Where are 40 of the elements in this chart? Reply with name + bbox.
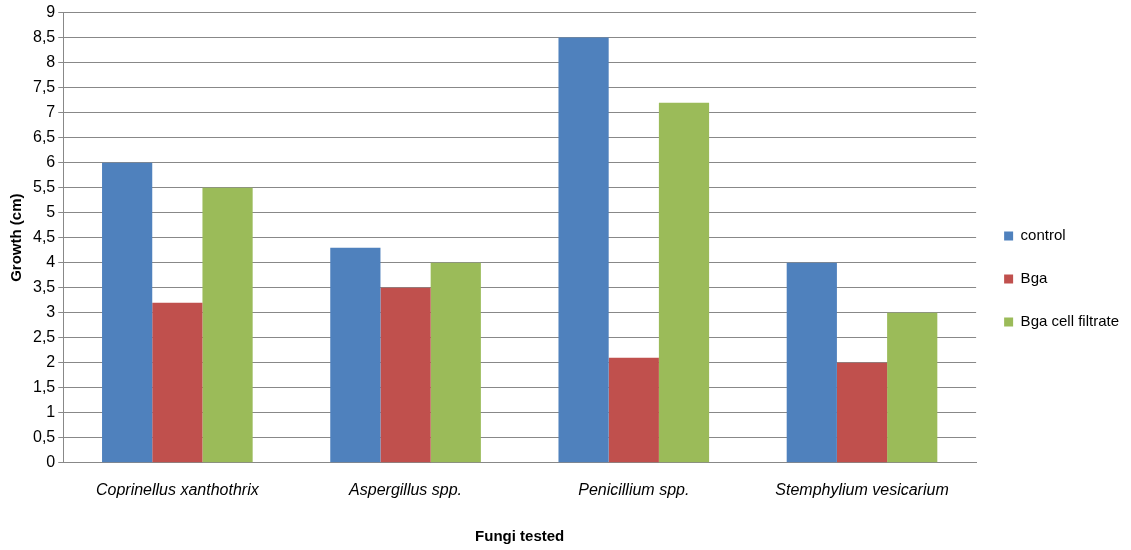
y-tick-label: 5,5 bbox=[32, 178, 56, 196]
y-tick-label: 7,5 bbox=[32, 78, 56, 96]
y-tick-label: 3,5 bbox=[32, 278, 56, 296]
y-tick-label: 9 bbox=[46, 3, 56, 21]
y-axis-title: Growth (cm) bbox=[7, 193, 25, 282]
bar bbox=[430, 262, 481, 463]
y-tick-label: 8 bbox=[46, 53, 56, 71]
x-tick-label: Aspergillus spp. bbox=[348, 480, 463, 498]
bar bbox=[608, 357, 659, 463]
bar bbox=[152, 302, 203, 463]
x-tick-label: Coprinellus xanthothrix bbox=[95, 480, 260, 498]
y-tick-label: 4 bbox=[46, 253, 56, 271]
x-tick-label: Stemphylium vesicarium bbox=[775, 480, 949, 498]
y-tick-label: 1,5 bbox=[32, 378, 56, 396]
bar bbox=[836, 362, 888, 463]
y-tick-label: 6 bbox=[46, 153, 56, 171]
bar bbox=[380, 287, 431, 463]
y-tick-label: 3 bbox=[46, 303, 56, 321]
y-tick-label: 6,5 bbox=[32, 128, 56, 146]
bar bbox=[786, 262, 837, 463]
legend-label: control bbox=[1020, 226, 1066, 244]
y-tick-label: 5 bbox=[46, 203, 56, 221]
y-tick-label: 8,5 bbox=[32, 28, 56, 46]
y-tick-label: 0,5 bbox=[32, 428, 56, 446]
y-tick-label: 0 bbox=[46, 453, 56, 471]
y-tick-label: 7 bbox=[46, 103, 56, 121]
legend-label: Bga bbox=[1020, 269, 1048, 287]
bar bbox=[658, 102, 710, 463]
x-tick-label: Penicillium spp. bbox=[578, 480, 690, 498]
y-tick-label: 1 bbox=[46, 403, 56, 421]
bar bbox=[102, 162, 153, 463]
y-tick-label: 2 bbox=[46, 353, 56, 371]
bar bbox=[330, 247, 381, 463]
bar bbox=[558, 37, 609, 463]
x-axis-title: Fungi tested bbox=[475, 527, 565, 545]
y-tick-label: 2,5 bbox=[32, 328, 56, 346]
bar bbox=[202, 187, 253, 463]
legend-label: Bga cell filtrate bbox=[1020, 312, 1120, 330]
bar bbox=[887, 312, 938, 463]
y-tick-label: 4,5 bbox=[32, 228, 56, 246]
